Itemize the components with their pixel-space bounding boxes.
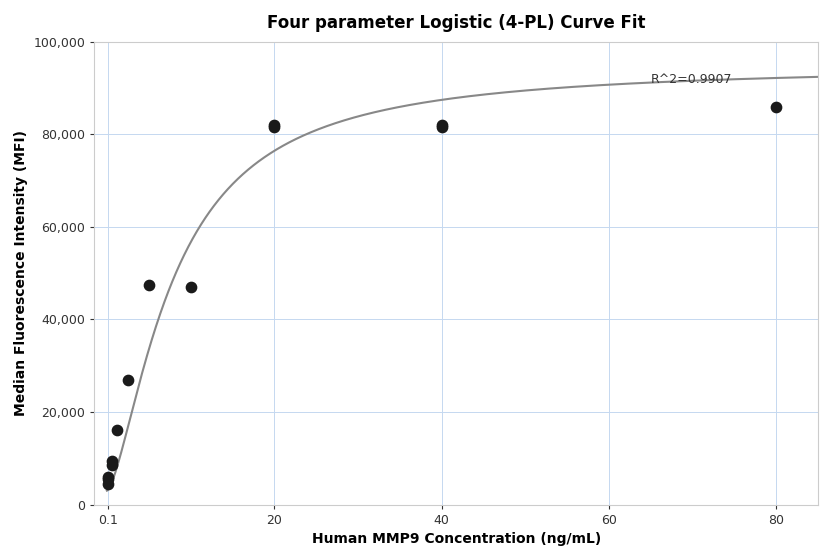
Point (111, 426, 124, 435)
X-axis label: Human MMP9 Concentration (ng/mL): Human MMP9 Concentration (ng/mL) (312, 532, 601, 546)
Point (121, 375, 135, 384)
Point (106, 461, 119, 470)
Point (184, 283, 197, 292)
Point (142, 280, 156, 289)
Title: Four parameter Logistic (4-PL) Curve Fit: Four parameter Logistic (4-PL) Curve Fit (267, 14, 646, 32)
Y-axis label: Median Fluorescence Intensity (MFI): Median Fluorescence Intensity (MFI) (14, 130, 28, 416)
Point (435, 123, 448, 132)
Point (268, 120, 281, 129)
Text: R^2=0.9907: R^2=0.9907 (651, 73, 732, 86)
Point (101, 474, 114, 483)
Point (268, 123, 281, 132)
Point (435, 120, 448, 129)
Point (101, 479, 114, 488)
Point (106, 456, 119, 465)
Point (101, 472, 114, 481)
Point (770, 102, 783, 111)
